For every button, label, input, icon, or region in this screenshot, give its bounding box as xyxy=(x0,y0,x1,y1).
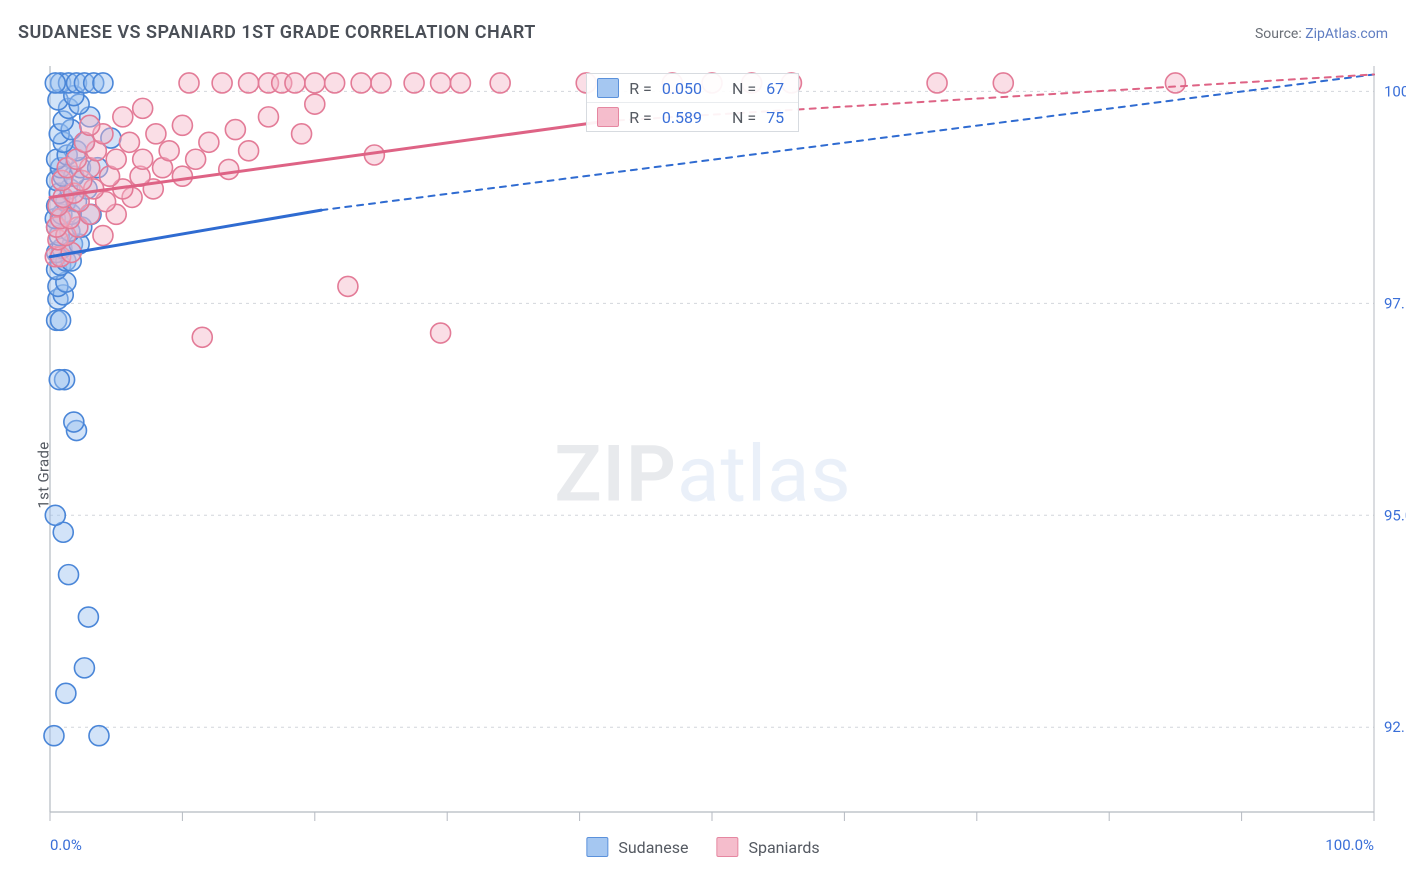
svg-text:95.0%: 95.0% xyxy=(1384,506,1406,524)
x-axis-min-label: 0.0% xyxy=(50,836,82,854)
series-legend-label: Spaniards xyxy=(748,838,819,857)
y-axis-label: 1st Grade xyxy=(35,441,53,508)
chart-source: Source: ZipAtlas.com xyxy=(1255,23,1388,42)
series-legend-item-spaniard: Spaniards xyxy=(716,837,819,857)
legend-r-label: R = xyxy=(629,79,652,98)
legend-n-label: N = xyxy=(732,108,756,127)
svg-text:92.5%: 92.5% xyxy=(1384,718,1406,736)
legend-swatch xyxy=(597,78,619,98)
scatter-plot-svg: 92.5% 95.0% 97.5% 100.0% xyxy=(0,58,1406,892)
plot-area: 1st Grade ZIPatlas 92.5%95.0%97.5%100.0%… xyxy=(0,58,1406,892)
source-value: ZipAtlas.com xyxy=(1305,26,1388,42)
series-legend-item-sudanese: Sudanese xyxy=(586,837,688,857)
legend-swatch xyxy=(597,107,619,127)
chart-header: SUDANESE VS SPANIARD 1ST GRADE CORRELATI… xyxy=(18,22,1388,43)
legend-row-spaniard: R = 0.589 N = 75 xyxy=(587,102,798,131)
series-legend: Sudanese Spaniards xyxy=(586,837,819,857)
chart-root: SUDANESE VS SPANIARD 1ST GRADE CORRELATI… xyxy=(0,0,1406,892)
legend-n-label: N = xyxy=(732,79,756,98)
source-label: Source: xyxy=(1255,26,1305,42)
svg-text:97.5%: 97.5% xyxy=(1384,294,1406,312)
legend-r-value: 0.589 xyxy=(662,108,702,127)
legend-row-sudanese: R = 0.050 N = 67 xyxy=(587,74,798,102)
legend-r-value: 0.050 xyxy=(662,79,702,98)
legend-swatch xyxy=(586,837,608,857)
legend-n-value: 75 xyxy=(766,108,784,127)
legend-swatch xyxy=(716,837,738,857)
legend-r-label: R = xyxy=(629,108,652,127)
svg-text:100.0%: 100.0% xyxy=(1384,82,1406,100)
series-legend-label: Sudanese xyxy=(618,838,688,857)
correlation-stats-legend: R = 0.050 N = 67 R = 0.589 N = 75 xyxy=(586,73,799,132)
legend-n-value: 67 xyxy=(766,79,784,98)
x-axis-max-label: 100.0% xyxy=(1325,836,1374,854)
chart-title: SUDANESE VS SPANIARD 1ST GRADE CORRELATI… xyxy=(18,22,536,43)
